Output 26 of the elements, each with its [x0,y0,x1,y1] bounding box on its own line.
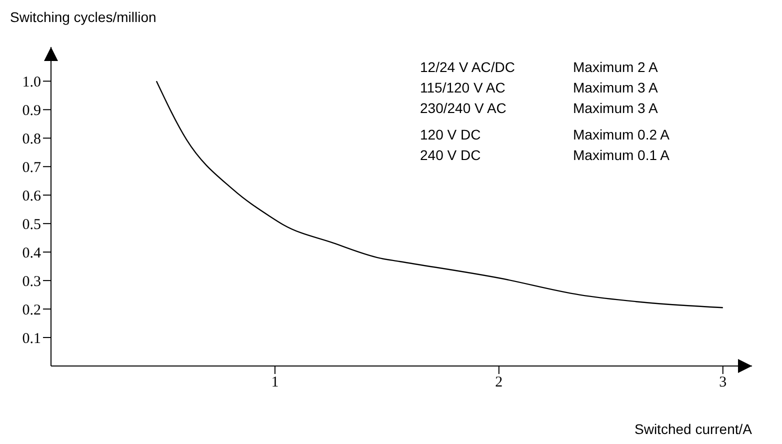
annotation: Maximum 0.2 A [573,126,670,142]
x-tick-label: 3 [719,374,727,391]
line-series [156,80,724,308]
annotation: Maximum 3 A [573,80,658,96]
annotation: 12/24 V AC/DC [420,59,515,75]
y-tick-label: 0.8 [22,131,41,148]
x-axis-title: Switched current/A [634,421,753,437]
y-tick-label: 0.5 [22,216,41,233]
annotation: 230/240 V AC [420,100,506,116]
annotation: Maximum 0.1 A [573,147,670,163]
annotation: 115/120 V AC [420,80,506,96]
y-tick-label: 0.7 [22,160,42,176]
y-tick-label: 0.1 [22,330,41,347]
y-tick-label: 1.0 [22,74,41,91]
y-tick-label: 0.2 [22,302,41,318]
y-tick-label: 0.6 [22,188,42,204]
annotation: 120 V DC [420,126,481,142]
y-axis-title: Switching cycles/million [10,9,156,25]
y-tick-label: 0.4 [22,245,42,262]
x-tick-label: 2 [495,374,503,391]
annotation: Maximum 2 A [573,59,658,75]
annotation: Maximum 3 A [573,100,658,116]
annotation: 240 V DC [420,147,481,163]
y-tick-label: 0.9 [22,102,41,119]
y-tick-label: 0.3 [22,274,41,290]
x-tick-label: 1 [271,374,279,391]
